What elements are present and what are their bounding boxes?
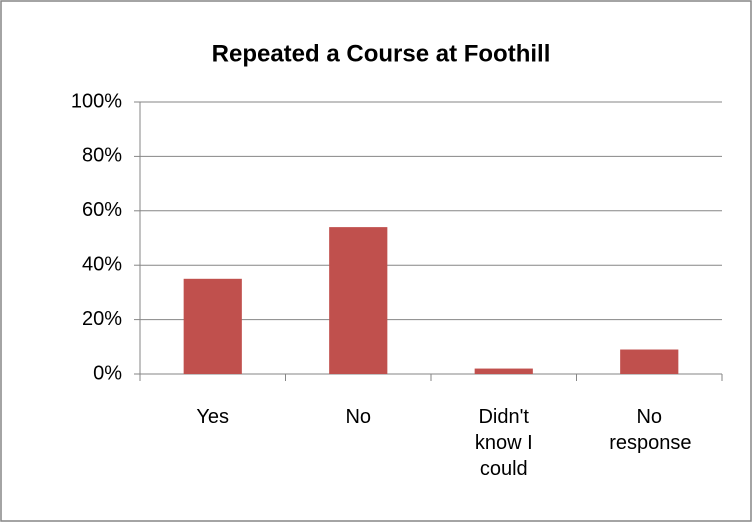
x-tick-label: No — [345, 406, 372, 428]
y-tick-label: 80% — [82, 145, 122, 167]
y-tick-label: 0% — [93, 362, 122, 384]
x-tick-label: No response — [609, 406, 692, 454]
bar — [474, 368, 533, 374]
y-tick-label: 60% — [82, 199, 122, 221]
y-tick-label: 40% — [82, 253, 122, 275]
bar — [183, 278, 242, 374]
x-tick-label: Yes — [196, 406, 230, 428]
chart-title: Repeated a Course at Foothill — [212, 40, 551, 67]
y-tick-label: 100% — [71, 90, 122, 112]
y-tick-label: 20% — [82, 308, 122, 330]
x-tick-label: Didn't know I could — [474, 406, 533, 480]
bar — [620, 349, 679, 374]
bar — [329, 227, 388, 374]
